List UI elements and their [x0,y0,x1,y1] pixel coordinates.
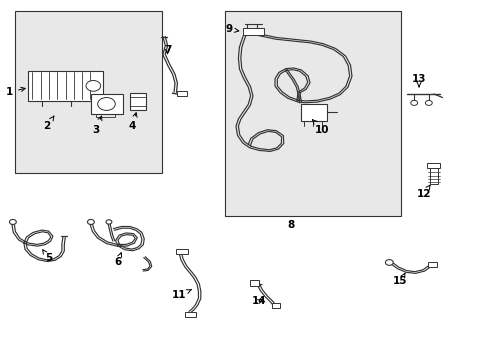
Bar [429,168,437,184]
Text: 4: 4 [128,113,137,131]
Bar [242,28,264,35]
Circle shape [410,100,417,105]
Text: 13: 13 [411,74,426,87]
Text: 3: 3 [92,116,102,135]
Bar [27,71,103,101]
Text: 10: 10 [312,120,329,135]
Bar [184,312,195,317]
Text: 11: 11 [171,289,191,301]
Text: 14: 14 [251,296,266,306]
Bar [250,280,259,286]
Text: 8: 8 [286,220,294,230]
Circle shape [9,220,16,225]
Bar [427,163,439,168]
Bar [176,249,188,254]
Text: 15: 15 [392,273,407,286]
Bar [91,94,122,114]
Bar [15,12,161,173]
Circle shape [98,98,115,111]
Bar [177,91,186,96]
Circle shape [385,260,392,265]
Bar [427,262,436,267]
Text: 2: 2 [43,116,54,131]
Circle shape [425,100,431,105]
Bar [271,303,279,309]
Bar [130,93,145,110]
Circle shape [86,81,101,91]
Text: 9: 9 [225,24,238,35]
Text: 12: 12 [416,185,430,199]
Bar [300,104,327,121]
Text: 7: 7 [163,45,171,55]
Bar [224,12,400,216]
Text: 6: 6 [114,253,122,267]
Text: 1: 1 [6,87,25,97]
Circle shape [87,220,94,225]
Circle shape [106,220,112,224]
Text: 5: 5 [42,250,52,263]
